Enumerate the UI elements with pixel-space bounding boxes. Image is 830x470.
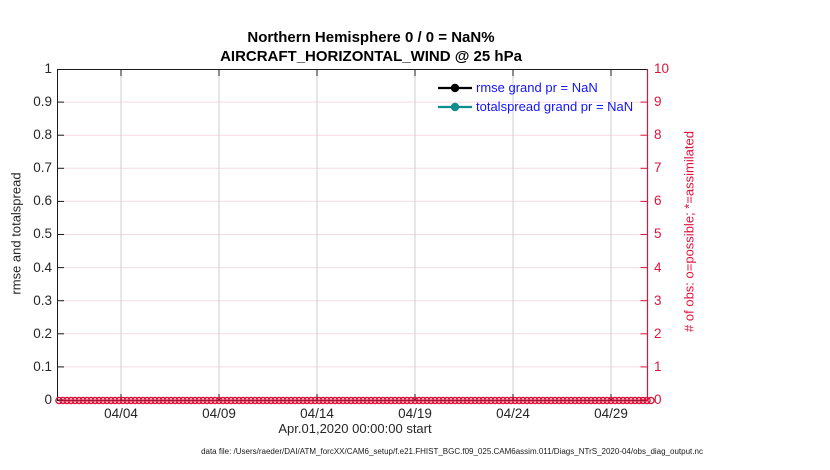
left-tick-label: 0.1 <box>33 358 52 374</box>
right-tick-label: 3 <box>654 292 662 308</box>
right-axis-ticks <box>640 69 647 401</box>
x-axis-ticks <box>120 69 612 400</box>
right-tick-label: 2 <box>654 325 662 341</box>
right-tick-label: 6 <box>654 193 662 209</box>
left-tick-label: 0.2 <box>33 325 52 341</box>
left-axis-ticks <box>57 69 64 401</box>
right-tick-label: 5 <box>654 226 662 242</box>
x-tick-label: 04/19 <box>398 406 432 421</box>
right-tick-label: 9 <box>654 94 662 110</box>
data-file-path: data file: /Users/raeder/DAI/ATM_forcXX/… <box>201 447 703 456</box>
chart-title-block: Northern Hemisphere 0 / 0 = NaN% AIRCRAF… <box>57 28 685 66</box>
x-tick-label: 04/29 <box>594 406 628 421</box>
legend-label-totalspread: totalspread grand pr = NaN <box>476 99 634 114</box>
left-tick-label: 0.5 <box>33 226 52 242</box>
legend-line-marker-icon <box>438 83 472 92</box>
left-tick-label: 0 <box>44 391 52 407</box>
legend: rmse grand pr = NaN totalspread grand pr… <box>438 78 633 116</box>
left-axis-tick-labels: 1 0.9 0.8 0.7 0.6 0.5 0.4 0.3 0.2 0.1 0 <box>0 61 52 408</box>
right-tick-label: 4 <box>654 259 662 275</box>
legend-label-rmse: rmse grand pr = NaN <box>476 80 598 95</box>
horizontal-gridlines <box>57 101 647 368</box>
right-tick-label: 0 <box>654 391 662 407</box>
chart-title-line1: Northern Hemisphere 0 / 0 = NaN% <box>247 29 495 46</box>
chart-title-line2: AIRCRAFT_HORIZONTAL_WIND @ 25 hPa <box>220 48 522 65</box>
left-tick-label: 0.8 <box>33 127 52 143</box>
right-tick-label: 8 <box>654 127 662 143</box>
right-axis-label: # of obs: o=possible; *=assimilated <box>681 131 697 332</box>
legend-item-totalspread: totalspread grand pr = NaN <box>438 97 633 116</box>
left-tick-label: 1 <box>44 61 52 76</box>
left-tick-label: 0.4 <box>33 259 52 275</box>
x-tick-label: 04/24 <box>496 406 530 421</box>
right-axis-tick-labels: 10 9 8 7 6 5 4 3 2 1 0 <box>654 61 694 408</box>
left-axis-label: rmse and totalspread <box>8 172 24 295</box>
x-tick-label: 04/04 <box>104 406 138 421</box>
legend-line-marker-icon <box>438 102 472 111</box>
obs-count-zero-markers <box>55 396 655 405</box>
left-tick-label: 0.7 <box>33 160 52 176</box>
x-tick-label: 04/09 <box>202 406 236 421</box>
left-tick-label: 0.3 <box>33 292 52 308</box>
right-tick-label: 1 <box>654 358 662 374</box>
left-tick-label: 0.9 <box>33 94 52 110</box>
x-tick-label: 04/14 <box>300 406 334 421</box>
vertical-gridlines <box>120 69 612 400</box>
legend-item-rmse: rmse grand pr = NaN <box>438 78 633 97</box>
x-axis-label: Apr.01,2020 00:00:00 start <box>278 421 432 436</box>
right-tick-label: 10 <box>654 61 670 76</box>
left-tick-label: 0.6 <box>33 193 52 209</box>
right-tick-label: 7 <box>654 160 662 176</box>
